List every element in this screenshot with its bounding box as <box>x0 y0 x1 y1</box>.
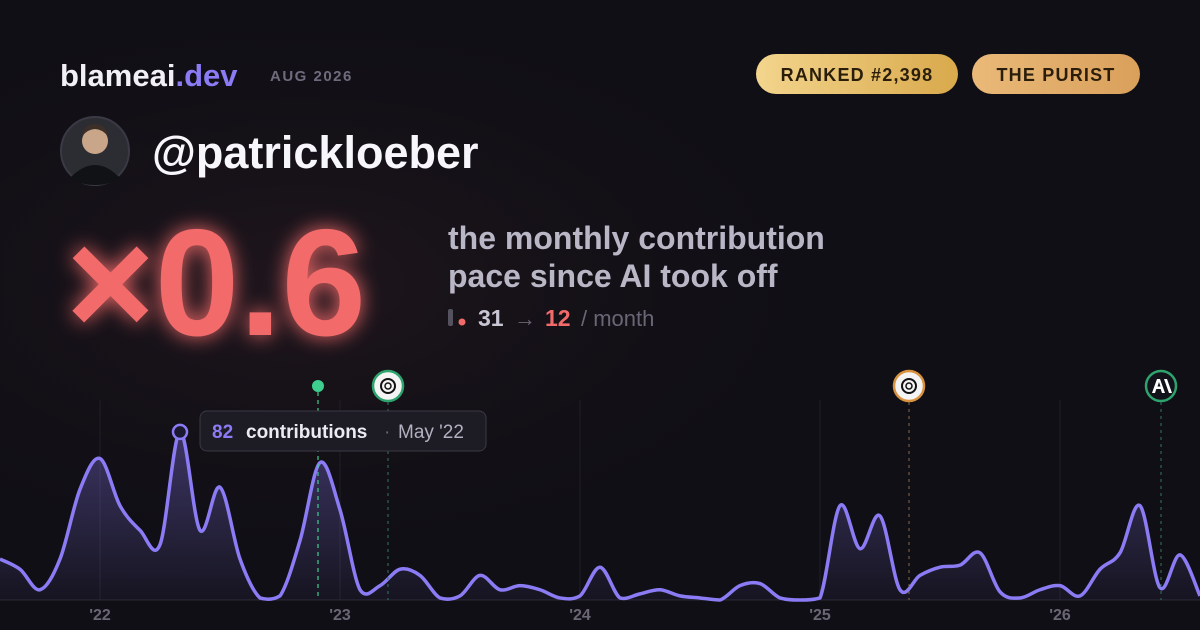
arrow: → <box>514 306 536 331</box>
hover-point <box>171 423 189 441</box>
tooltip-separator: · <box>384 422 390 443</box>
description: pace since AI took off <box>448 258 778 294</box>
brand-suffix: .dev <box>175 58 238 93</box>
unit: / month <box>581 306 654 331</box>
multiplier: ×0.6 <box>66 198 366 368</box>
tooltip: 82 contributions · May '22 <box>199 410 487 452</box>
tooltip-box <box>199 410 487 452</box>
tooltip-value: 82 <box>212 422 233 443</box>
brand-name: blameai <box>60 58 175 93</box>
event-dot <box>312 380 324 392</box>
icon <box>458 318 466 326</box>
x-tick-label: '22 <box>89 607 111 624</box>
event-markers <box>312 369 1178 600</box>
badge-text: RANKED #2,398 <box>781 65 934 85</box>
chart: '22 '23 '24 '25 '26 <box>0 400 1200 624</box>
x-tick-label: '23 <box>329 607 351 624</box>
description: the monthly contribution <box>448 220 825 256</box>
event-icon <box>892 369 926 403</box>
before-value: 31 <box>478 305 504 331</box>
area <box>0 431 1200 600</box>
tooltip-label: contributions <box>246 422 367 443</box>
line <box>0 430 1200 602</box>
event-icon <box>1144 369 1178 403</box>
icon <box>448 309 453 326</box>
date: AUG 2026 <box>270 68 353 85</box>
event-icon <box>371 369 405 403</box>
tooltip-date: May '22 <box>398 422 464 443</box>
x-tick-label: '26 <box>1049 607 1071 624</box>
avatar <box>60 116 130 186</box>
brand: blameai.dev <box>60 58 238 93</box>
x-tick-label: '25 <box>809 607 831 624</box>
x-tick-label: '24 <box>569 607 591 624</box>
badge <box>756 54 958 94</box>
badge <box>972 54 1140 94</box>
after-value: 12 <box>545 305 571 331</box>
handle: @patrickloeber <box>152 127 479 178</box>
badge-text: THE PURIST <box>996 65 1115 85</box>
